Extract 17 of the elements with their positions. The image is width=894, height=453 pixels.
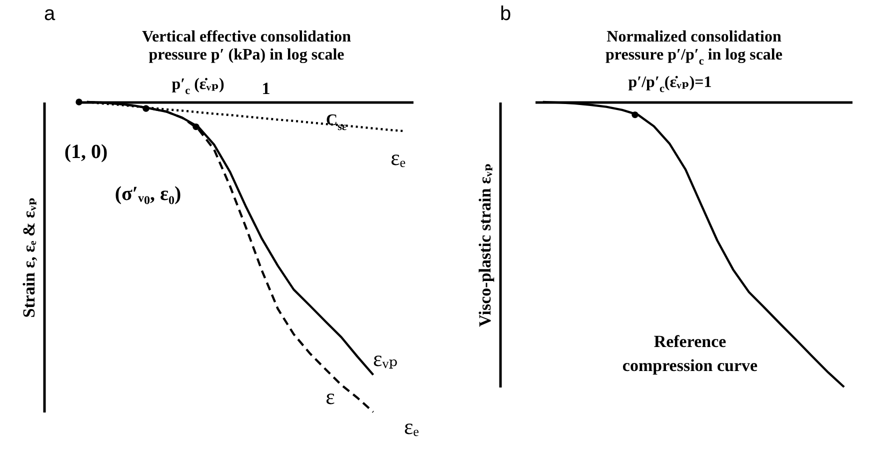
chart-title: b bbox=[500, 3, 512, 25]
y-axis-title: Strain ε, εₑ & εᵥₚ bbox=[20, 197, 38, 318]
text: εₑ bbox=[404, 414, 420, 439]
series-label: εᵥₚ bbox=[372, 346, 398, 371]
chart-title: a bbox=[44, 3, 56, 25]
annotation: (σ′ᵥ₀, ε₀) bbox=[114, 183, 182, 205]
text: p′$_{c}$ (ε̇ᵥₚ) bbox=[172, 76, 224, 97]
annotation: Reference compression curve bbox=[622, 332, 758, 375]
text: 1 bbox=[262, 79, 270, 98]
x-axis-title: Normalized consolidation pressure p′/p′$_{c}$ in log scale bbox=[606, 28, 782, 68]
text: p′/p′$_{c}$(ε̇ᵥₚ)=1 bbox=[628, 74, 712, 95]
series-label: εₑ bbox=[390, 145, 406, 170]
x-axis-title: Vertical effective consolidation pressure p′ (kPa) in log scale bbox=[142, 28, 352, 64]
annotation: C$_{sε}$ bbox=[326, 112, 347, 133]
series-label: ε bbox=[326, 384, 335, 409]
annotation: (1, 0) bbox=[64, 141, 108, 163]
y-axis-title: Visco-plastic strain εᵥₚ bbox=[476, 163, 494, 327]
